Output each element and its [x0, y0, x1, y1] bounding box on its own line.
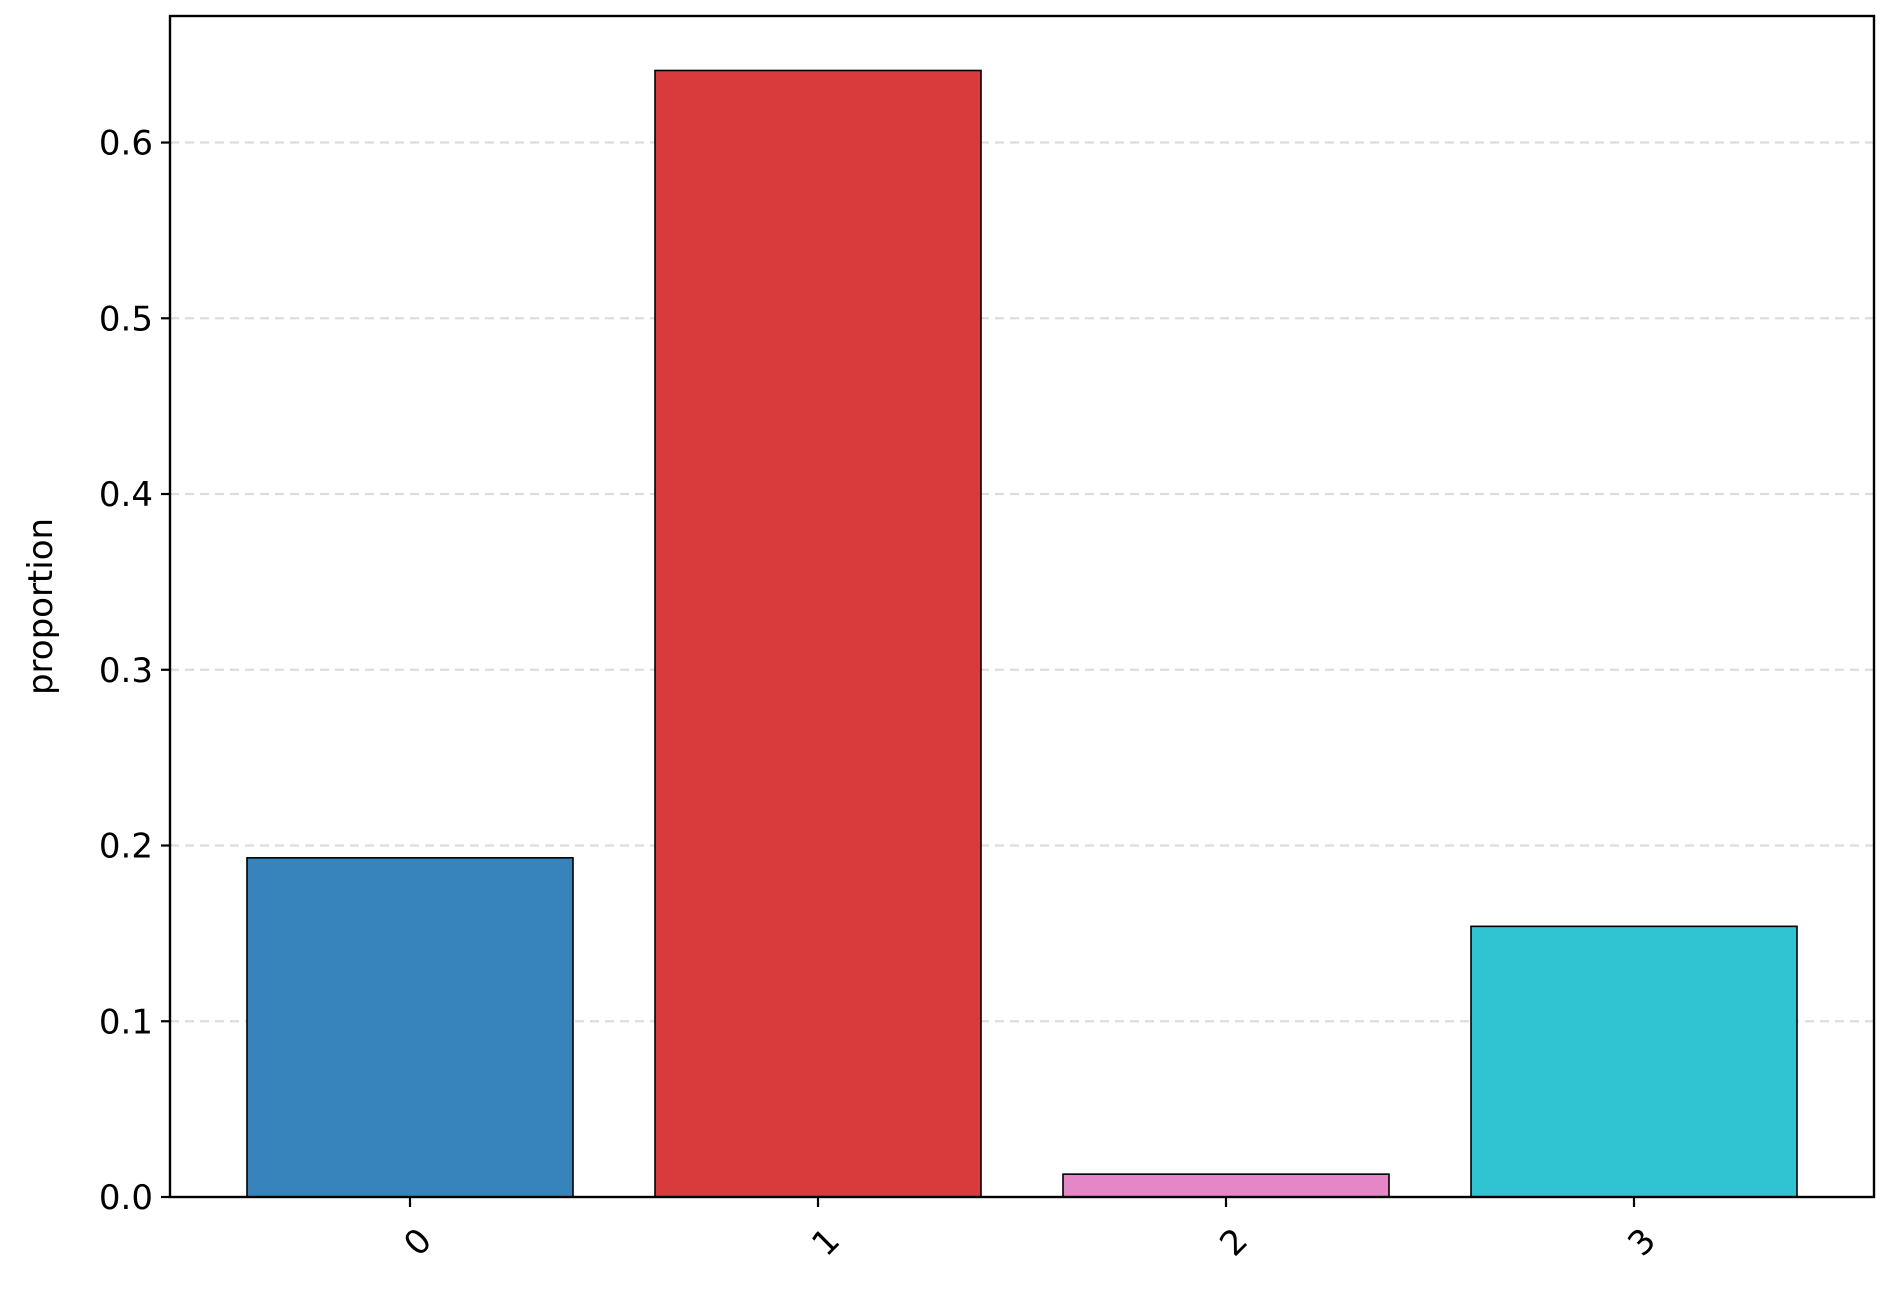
y-tick-label: 0.6	[99, 124, 153, 164]
y-tick-label: 0.1	[99, 1002, 153, 1042]
y-tick-label: 0.3	[99, 651, 153, 691]
y-tick-label: 0.2	[99, 827, 153, 867]
y-axis-label: proportion	[21, 518, 61, 695]
y-axis: 0.0 0.1 0.2 0.3 0.4 0.5 0.6	[99, 124, 170, 1218]
bar	[1062, 1173, 1390, 1198]
bar	[246, 857, 574, 1198]
y-tick-label: 0.0	[99, 1178, 153, 1218]
bar	[654, 69, 982, 1198]
bars	[246, 69, 1798, 1198]
plot-frame	[168, 14, 1876, 1199]
bar	[1470, 925, 1798, 1198]
y-tick-label: 0.5	[99, 299, 153, 339]
y-tick-label: 0.4	[99, 475, 153, 515]
